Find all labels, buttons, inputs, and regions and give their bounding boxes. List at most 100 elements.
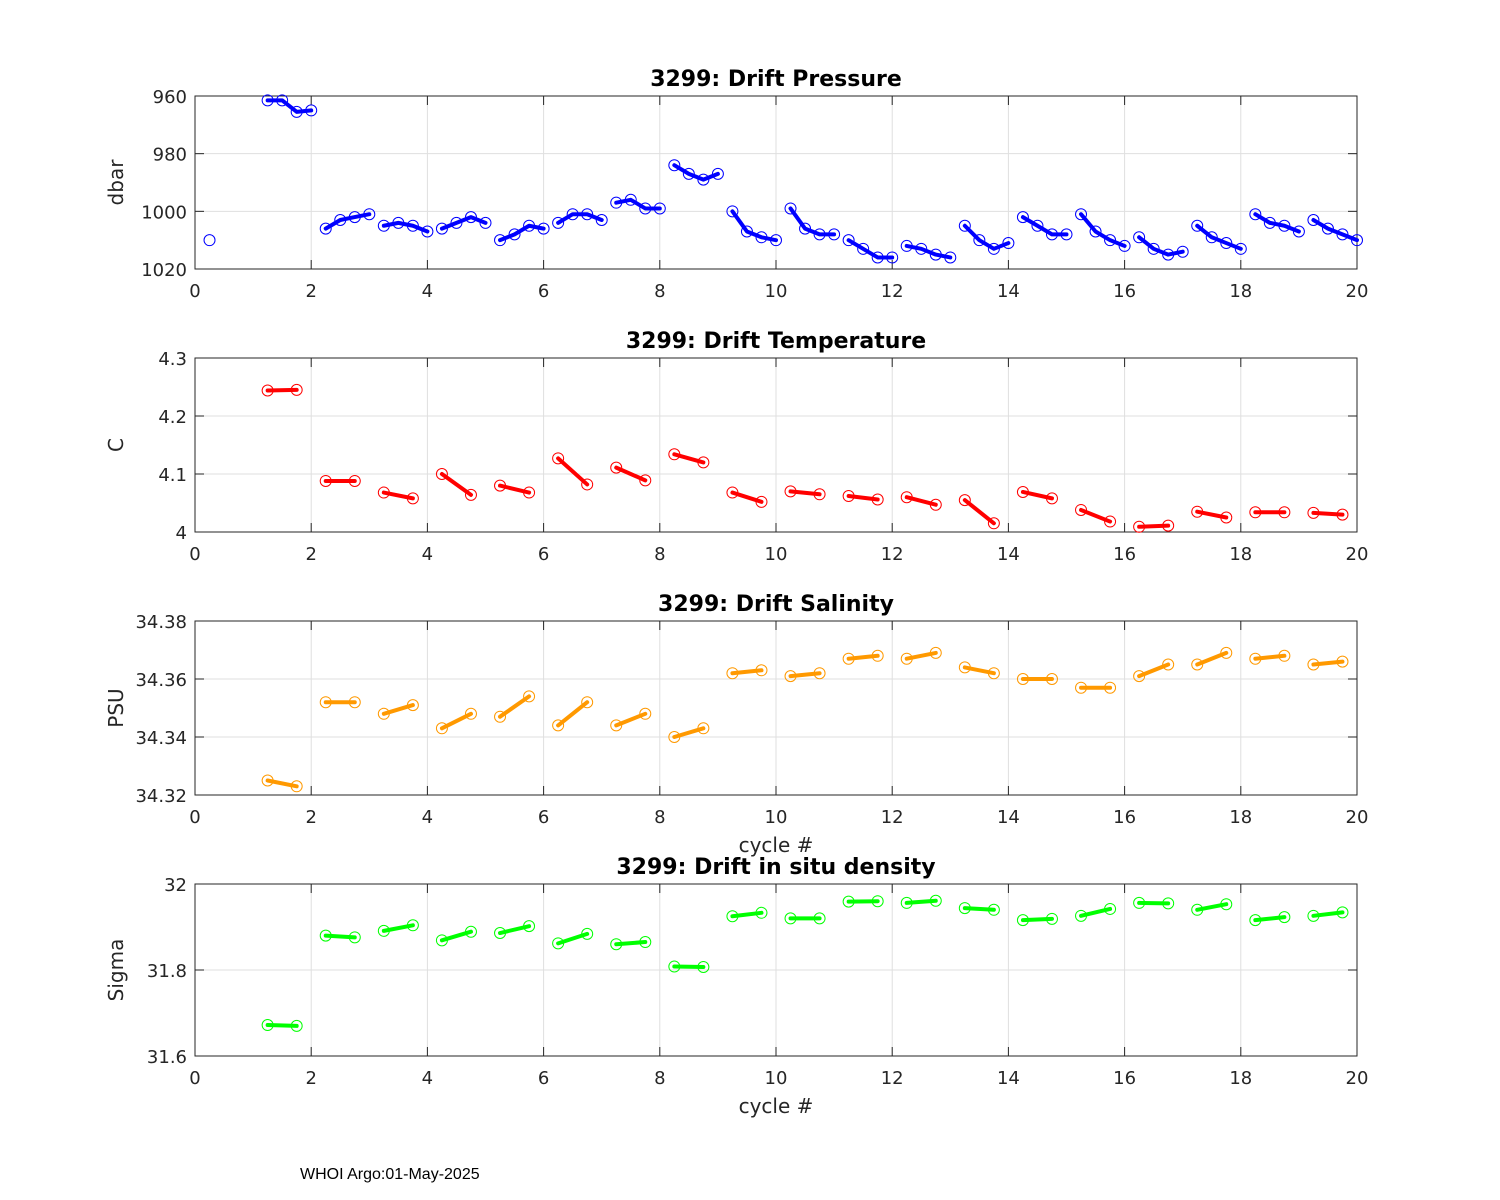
data-point — [726, 667, 739, 680]
data-point — [726, 486, 739, 499]
data-point — [784, 202, 797, 215]
data-point — [1234, 242, 1247, 255]
x-tick-label: 20 — [1346, 1068, 1369, 1089]
x-tick-label: 20 — [1346, 807, 1369, 828]
series-line — [323, 933, 357, 940]
data-point — [203, 234, 216, 247]
x-tick-label: 18 — [1229, 1068, 1252, 1089]
data-point — [348, 931, 361, 944]
data-point — [1045, 673, 1058, 685]
data-point — [1249, 914, 1262, 927]
series-line — [846, 494, 880, 502]
data-point — [682, 167, 695, 180]
data-point — [828, 228, 841, 241]
x-tick-label: 2 — [305, 807, 316, 828]
data-point — [290, 383, 303, 396]
data-point — [363, 208, 376, 221]
data-point — [1016, 914, 1029, 927]
series-line — [381, 490, 415, 501]
data-point — [697, 456, 710, 469]
data-point — [813, 228, 826, 241]
series-line — [1020, 215, 1069, 237]
series-line — [498, 223, 546, 243]
data-point — [668, 159, 681, 172]
data-point — [813, 912, 826, 925]
series-line — [1311, 659, 1345, 667]
data-point — [581, 696, 594, 709]
data-point — [668, 960, 681, 973]
series-line — [614, 940, 648, 947]
data-point — [1220, 646, 1233, 659]
series-line — [265, 778, 299, 789]
y-tick-label: 4 — [176, 523, 187, 544]
data-point — [1191, 903, 1204, 916]
data-point — [639, 474, 652, 487]
data-point — [639, 936, 652, 949]
data-point — [435, 222, 448, 235]
data-point — [581, 478, 594, 491]
series-line — [904, 650, 938, 661]
x-tick-label: 18 — [1229, 544, 1252, 565]
data-point — [1045, 912, 1058, 925]
data-point — [610, 196, 623, 209]
data-point — [319, 474, 332, 487]
data-point — [464, 488, 477, 501]
data-point — [799, 222, 812, 235]
y-tick-label: 34.36 — [135, 670, 187, 691]
y-tick-label: 980 — [153, 145, 187, 166]
x-tick-label: 8 — [654, 281, 665, 302]
data-point — [348, 474, 361, 487]
data-point — [929, 248, 942, 261]
series-line — [498, 483, 532, 495]
data-point — [435, 722, 448, 735]
series-line — [265, 1023, 299, 1028]
data-point — [871, 493, 884, 506]
data-point — [1220, 898, 1233, 911]
data-point — [1162, 519, 1175, 532]
x-tick-label: 0 — [189, 544, 200, 565]
data-point — [1292, 225, 1305, 238]
series-line — [904, 243, 953, 260]
data-point — [1133, 896, 1146, 909]
data-point — [857, 242, 870, 255]
x-tick-label: 0 — [189, 281, 200, 302]
data-point — [1307, 658, 1320, 671]
data-point — [958, 902, 971, 915]
data-point — [421, 225, 434, 238]
data-point — [508, 228, 521, 241]
series-temperature — [261, 383, 1349, 533]
data-point — [406, 699, 419, 712]
series-line — [556, 700, 590, 728]
x-tick-label: 8 — [654, 807, 665, 828]
data-point — [697, 173, 710, 186]
x-tick-label: 16 — [1113, 807, 1136, 828]
data-point — [1104, 902, 1117, 915]
data-point — [450, 216, 463, 229]
data-point — [1118, 239, 1131, 252]
data-point — [377, 486, 390, 499]
data-point — [900, 491, 913, 504]
data-point — [1060, 228, 1073, 241]
data-point — [377, 924, 390, 937]
data-point — [392, 216, 405, 229]
x-tick-label: 20 — [1346, 281, 1369, 302]
data-point — [1104, 234, 1117, 247]
series-line — [498, 924, 532, 936]
x-tick-label: 4 — [422, 807, 433, 828]
series-line — [788, 489, 822, 497]
y-tick-label: 31.8 — [147, 961, 187, 982]
chart-density: 0 2 4 6 8 10 12 14 16 18 20 31.6 31.8 32 3299: Drift i… — [104, 855, 1368, 1118]
data-point — [1191, 658, 1204, 671]
data-point — [1307, 909, 1320, 922]
series-line — [788, 206, 837, 237]
data-point — [915, 242, 928, 255]
x-tick-label: 14 — [997, 544, 1020, 565]
series-line — [381, 923, 415, 933]
x-tick-label: 14 — [997, 1068, 1020, 1089]
x-tick-label: 6 — [538, 1068, 549, 1089]
data-point — [871, 895, 884, 908]
series-line — [556, 456, 590, 487]
data-point — [842, 652, 855, 665]
series-line — [962, 498, 996, 526]
x-tick-label: 2 — [305, 281, 316, 302]
